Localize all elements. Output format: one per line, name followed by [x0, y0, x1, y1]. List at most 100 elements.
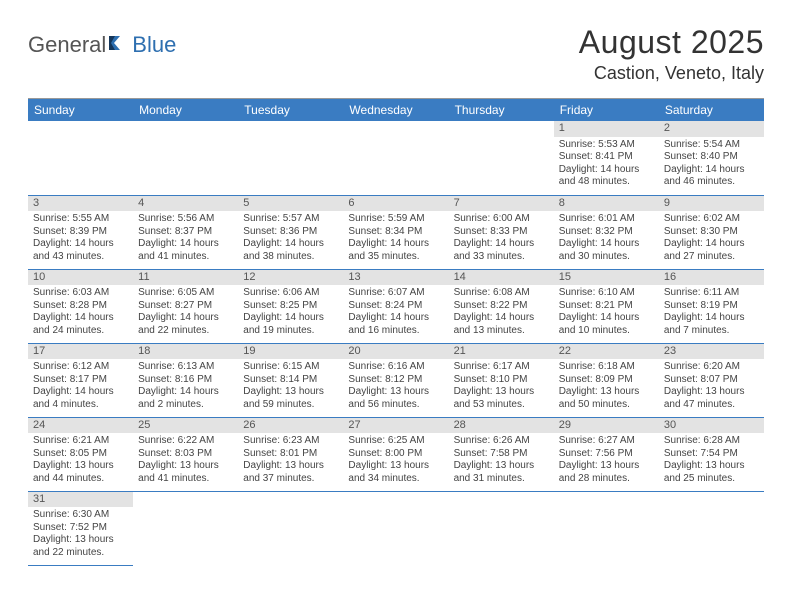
calendar-cell: 10Sunrise: 6:03 AMSunset: 8:28 PMDayligh…: [28, 269, 133, 343]
calendar-row: 24Sunrise: 6:21 AMSunset: 8:05 PMDayligh…: [28, 417, 764, 491]
daylight-line: Daylight: 13 hours and 59 minutes.: [243, 386, 338, 411]
sunset-label: Sunset:: [348, 226, 385, 237]
calendar-cell: 22Sunrise: 6:18 AMSunset: 8:09 PMDayligh…: [554, 343, 659, 417]
calendar-row: 1Sunrise: 5:53 AMSunset: 8:41 PMDaylight…: [28, 121, 764, 195]
sunset-label: Sunset:: [559, 300, 596, 311]
daylight-label: Daylight:: [243, 238, 285, 249]
sunset-value: 7:54 PM: [701, 448, 738, 459]
sunset-label: Sunset:: [664, 300, 701, 311]
sunset-label: Sunset:: [454, 300, 491, 311]
day-body: Sunrise: 5:56 AMSunset: 8:37 PMDaylight:…: [133, 211, 238, 266]
sunrise-line: Sunrise: 6:25 AM: [348, 435, 443, 448]
calendar-cell: [343, 491, 448, 565]
calendar-cell: 28Sunrise: 6:26 AMSunset: 7:58 PMDayligh…: [449, 417, 554, 491]
sunset-label: Sunset:: [138, 226, 175, 237]
sunrise-value: 6:30 AM: [72, 509, 109, 520]
sunset-line: Sunset: 8:32 PM: [559, 226, 654, 239]
sunset-value: 8:28 PM: [70, 300, 107, 311]
day-number: 21: [449, 344, 554, 360]
sunset-label: Sunset:: [33, 300, 70, 311]
calendar-cell: 24Sunrise: 6:21 AMSunset: 8:05 PMDayligh…: [28, 417, 133, 491]
sunrise-value: 6:22 AM: [178, 435, 215, 446]
sunrise-label: Sunrise:: [559, 435, 598, 446]
daylight-label: Daylight:: [559, 460, 601, 471]
sunrise-label: Sunrise:: [664, 139, 703, 150]
daylight-line: Daylight: 13 hours and 56 minutes.: [348, 386, 443, 411]
day-number: 12: [238, 270, 343, 286]
sunset-label: Sunset:: [33, 522, 70, 533]
daylight-label: Daylight:: [348, 238, 390, 249]
daylight-line: Daylight: 13 hours and 44 minutes.: [33, 460, 128, 485]
sunrise-value: 5:55 AM: [72, 213, 109, 224]
day-body: Sunrise: 6:15 AMSunset: 8:14 PMDaylight:…: [238, 359, 343, 414]
day-number: 23: [659, 344, 764, 360]
day-body: Sunrise: 6:26 AMSunset: 7:58 PMDaylight:…: [449, 433, 554, 488]
sunset-line: Sunset: 8:10 PM: [454, 374, 549, 387]
sunset-value: 8:22 PM: [490, 300, 527, 311]
logo: General Blue: [28, 24, 176, 58]
day-number: 24: [28, 418, 133, 434]
sunrise-value: 6:16 AM: [388, 361, 425, 372]
sunrise-label: Sunrise:: [348, 287, 387, 298]
sunset-value: 8:41 PM: [595, 151, 632, 162]
day-body: Sunrise: 6:10 AMSunset: 8:21 PMDaylight:…: [554, 285, 659, 340]
sunrise-value: 6:03 AM: [72, 287, 109, 298]
day-body: Sunrise: 5:59 AMSunset: 8:34 PMDaylight:…: [343, 211, 448, 266]
sunrise-line: Sunrise: 6:28 AM: [664, 435, 759, 448]
sunrise-label: Sunrise:: [664, 361, 703, 372]
sunset-line: Sunset: 8:03 PM: [138, 448, 233, 461]
sunrise-label: Sunrise:: [348, 361, 387, 372]
sunset-line: Sunset: 8:16 PM: [138, 374, 233, 387]
day-number: 14: [449, 270, 554, 286]
sunset-line: Sunset: 8:41 PM: [559, 151, 654, 164]
sunrise-value: 6:20 AM: [703, 361, 740, 372]
sunset-value: 7:56 PM: [595, 448, 632, 459]
sunrise-line: Sunrise: 6:16 AM: [348, 361, 443, 374]
daylight-line: Daylight: 14 hours and 27 minutes.: [664, 238, 759, 263]
sunset-line: Sunset: 8:00 PM: [348, 448, 443, 461]
daylight-label: Daylight:: [138, 312, 180, 323]
sunrise-label: Sunrise:: [138, 435, 177, 446]
day-body: Sunrise: 6:21 AMSunset: 8:05 PMDaylight:…: [28, 433, 133, 488]
daylight-label: Daylight:: [348, 312, 390, 323]
day-body: Sunrise: 6:23 AMSunset: 8:01 PMDaylight:…: [238, 433, 343, 488]
sunrise-label: Sunrise:: [348, 435, 387, 446]
day-number: 15: [554, 270, 659, 286]
daylight-line: Daylight: 14 hours and 10 minutes.: [559, 312, 654, 337]
sunrise-value: 6:06 AM: [283, 287, 320, 298]
day-body: Sunrise: 6:05 AMSunset: 8:27 PMDaylight:…: [133, 285, 238, 340]
day-number: 2: [659, 121, 764, 137]
day-number: 26: [238, 418, 343, 434]
calendar-row: 31Sunrise: 6:30 AMSunset: 7:52 PMDayligh…: [28, 491, 764, 565]
day-number: 18: [133, 344, 238, 360]
sunrise-value: 6:21 AM: [72, 435, 109, 446]
daylight-label: Daylight:: [664, 386, 706, 397]
sunrise-label: Sunrise:: [33, 509, 72, 520]
calendar-cell: [554, 491, 659, 565]
sunrise-value: 6:25 AM: [388, 435, 425, 446]
sunset-line: Sunset: 8:27 PM: [138, 300, 233, 313]
sunrise-label: Sunrise:: [454, 287, 493, 298]
calendar-cell: [133, 121, 238, 195]
daylight-line: Daylight: 13 hours and 47 minutes.: [664, 386, 759, 411]
calendar-cell: 29Sunrise: 6:27 AMSunset: 7:56 PMDayligh…: [554, 417, 659, 491]
sunrise-label: Sunrise:: [559, 213, 598, 224]
logo-text-1: General: [28, 32, 106, 58]
sunset-label: Sunset:: [138, 374, 175, 385]
sunset-value: 8:01 PM: [280, 448, 317, 459]
sunset-label: Sunset:: [559, 226, 596, 237]
title-block: August 2025 Castion, Veneto, Italy: [579, 24, 764, 84]
sunset-line: Sunset: 8:21 PM: [559, 300, 654, 313]
sunset-line: Sunset: 8:12 PM: [348, 374, 443, 387]
calendar-cell: 8Sunrise: 6:01 AMSunset: 8:32 PMDaylight…: [554, 195, 659, 269]
sunset-value: 8:21 PM: [595, 300, 632, 311]
daylight-line: Daylight: 13 hours and 53 minutes.: [454, 386, 549, 411]
sunrise-line: Sunrise: 5:59 AM: [348, 213, 443, 226]
sunrise-line: Sunrise: 6:17 AM: [454, 361, 549, 374]
sunset-value: 8:14 PM: [280, 374, 317, 385]
sunrise-label: Sunrise:: [454, 361, 493, 372]
sunrise-line: Sunrise: 6:20 AM: [664, 361, 759, 374]
calendar-cell: 13Sunrise: 6:07 AMSunset: 8:24 PMDayligh…: [343, 269, 448, 343]
calendar-cell: 21Sunrise: 6:17 AMSunset: 8:10 PMDayligh…: [449, 343, 554, 417]
sunset-value: 8:07 PM: [701, 374, 738, 385]
